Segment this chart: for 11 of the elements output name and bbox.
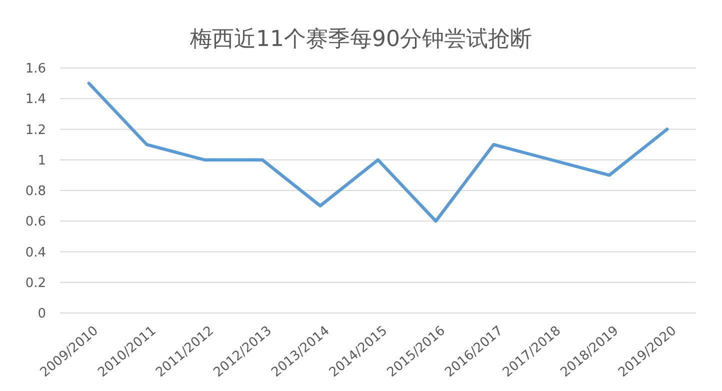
y-tick-label: 0: [38, 306, 46, 322]
chart-title: 梅西近11个赛季每90分钟尝试抢断: [189, 27, 532, 52]
line-series: [87, 82, 669, 223]
y-tick-label: 0.2: [25, 276, 46, 291]
y-tick-label: 0.4: [25, 245, 46, 260]
y-tick-label: 1.4: [25, 92, 46, 108]
y-tick-label: 1: [38, 153, 46, 168]
y-tick-label: 0.8: [25, 184, 46, 200]
y-tick-label: 1.6: [25, 62, 46, 77]
y-tick-label: 0.6: [25, 214, 46, 230]
y-tick-label: 1.2: [25, 122, 46, 138]
